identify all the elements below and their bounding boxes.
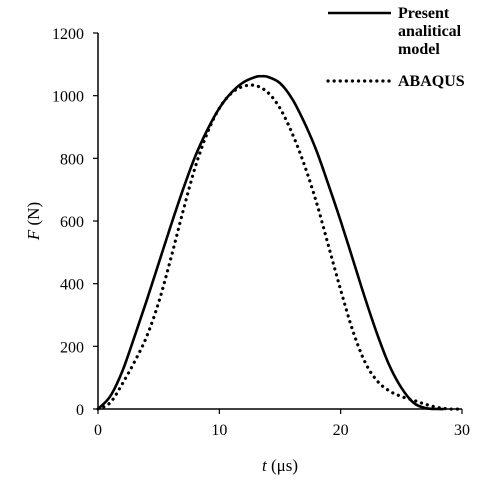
x-axis-title: t (μs) bbox=[262, 456, 298, 475]
y-tick-label: 0 bbox=[76, 402, 84, 419]
series-layer bbox=[96, 74, 464, 411]
x-tick-label: 0 bbox=[94, 422, 102, 439]
y-axis-title: F (N) bbox=[24, 202, 43, 241]
y-tick-label: 600 bbox=[60, 214, 84, 231]
ticks: 0 10 20 30 0 200 400 600 800 1000 1200 bbox=[52, 26, 470, 439]
legend-label: ABAQUS bbox=[398, 73, 465, 90]
legend: Present analitical model ABAQUS bbox=[326, 5, 465, 90]
x-tick-label: 20 bbox=[333, 422, 349, 439]
x-tick-label: 30 bbox=[454, 422, 470, 439]
analytical-series-line bbox=[97, 74, 444, 411]
x-axis-variable: t bbox=[262, 456, 268, 475]
y-tick-label: 400 bbox=[60, 277, 84, 294]
legend-label-line: ABAQUS bbox=[398, 73, 465, 90]
legend-label-line: analitical bbox=[398, 23, 462, 40]
abaqus-series-line bbox=[96, 83, 464, 411]
x-tick-label: 10 bbox=[211, 422, 227, 439]
x-axis-unit: (μs) bbox=[267, 456, 298, 475]
legend-label: Present analitical model bbox=[398, 5, 462, 58]
y-tick-label: 800 bbox=[60, 151, 84, 168]
y-tick-label: 1000 bbox=[52, 89, 84, 106]
legend-label-line: model bbox=[398, 41, 440, 58]
y-axis-unit: (N) bbox=[24, 202, 43, 230]
y-tick-label: 200 bbox=[60, 339, 84, 356]
y-axis-variable: F bbox=[24, 229, 43, 241]
y-tick-label: 1200 bbox=[52, 26, 84, 43]
legend-label-line: Present bbox=[398, 5, 450, 22]
